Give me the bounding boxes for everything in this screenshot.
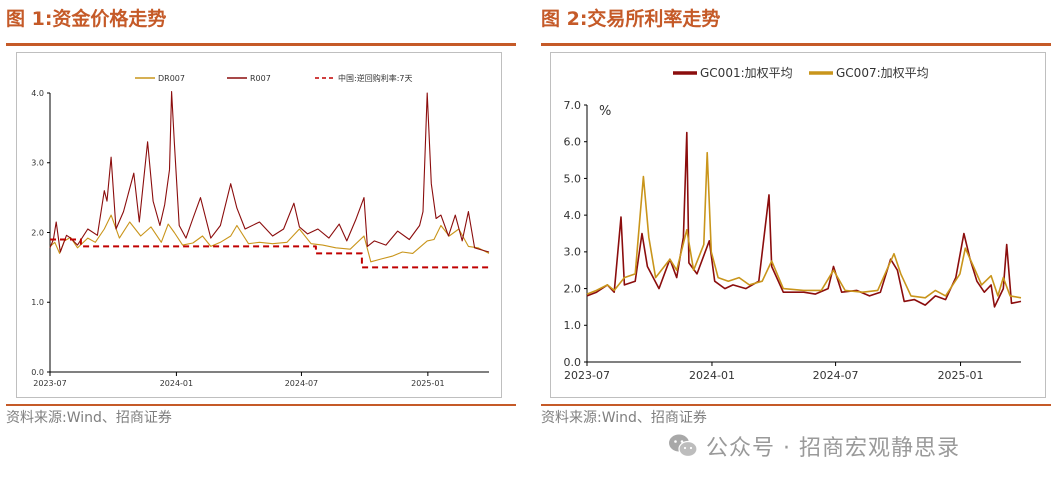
y-tick-label: 2.0 [564, 282, 582, 295]
y-tick-label: 5.0 [564, 172, 582, 185]
watermark-text: 公众号 · 招商宏观静思录 [706, 436, 960, 461]
figure-2-bottom-rule [541, 404, 1051, 406]
chart-1-svg: 0.0 1.0 2.0 3.0 4.0 2023-07 2024-01 2024-07 2025… [31, 73, 490, 388]
figure-1-bottom-rule [6, 404, 516, 406]
x-tick-label: 2024-01 [160, 379, 193, 388]
y-tick-label: 6.0 [564, 136, 582, 149]
legend-label-1: DR007 [158, 74, 185, 83]
series-line-3 [50, 238, 489, 269]
series-line-2 [586, 151, 1022, 299]
x-tick-label: 2025-01 [411, 379, 444, 388]
series-line-1 [49, 214, 490, 263]
y-tick-label: 7.0 [564, 99, 582, 112]
series-line-1 [586, 131, 1022, 308]
chart-2-svg: 0.0 1.0 2.0 3.0 4.0 5.0 6.0 7.0 2023-07 2024-01 20… [564, 66, 1022, 382]
figure-2-title: 图 2:交易所利率走势 [541, 8, 721, 30]
chart-1-frame: 0.0 1.0 2.0 3.0 4.0 2023-07 2024-01 2024-07 2025… [16, 52, 502, 398]
x-tick-label: 2025-01 [938, 369, 984, 382]
y-tick-label: 1.0 [31, 298, 44, 307]
y-tick-label: 0.0 [564, 356, 582, 369]
wechat-icon [669, 434, 698, 458]
figure-1-top-rule [6, 43, 516, 46]
figure-2-source: 资料来源:Wind、招商证券 [541, 410, 707, 426]
y-tick-label: 3.0 [31, 159, 44, 168]
figure-2-top-rule [541, 43, 1051, 46]
legend-label-2: R007 [250, 74, 271, 83]
x-tick-label: 2023-07 [564, 369, 610, 382]
figure-1-title: 图 1:资金价格走势 [6, 8, 167, 30]
y-tick-label: 4.0 [31, 89, 44, 98]
legend-label-2: GC007:加权平均 [836, 66, 929, 80]
figure-1-source: 资料来源:Wind、招商证券 [6, 410, 172, 426]
y-unit-label: % [599, 104, 611, 119]
x-tick-label: 2023-07 [33, 379, 66, 388]
y-tick-label: 1.0 [564, 319, 582, 332]
y-tick-label: 2.0 [31, 228, 44, 237]
x-tick-label: 2024-01 [689, 369, 735, 382]
y-tick-label: 0.0 [31, 368, 44, 377]
chart-2-frame: 0.0 1.0 2.0 3.0 4.0 5.0 6.0 7.0 2023-07 2024-01 20… [550, 52, 1046, 398]
legend-label-1: GC001:加权平均 [700, 66, 793, 80]
y-tick-label: 4.0 [564, 209, 582, 222]
x-tick-label: 2024-07 [813, 369, 859, 382]
y-tick-label: 3.0 [564, 246, 582, 259]
x-tick-label: 2024-07 [285, 379, 318, 388]
wechat-watermark: 公众号 · 招商宏观静思录 [668, 430, 960, 462]
legend-label-3: 中国:逆回购利率:7天 [338, 73, 412, 83]
series-line-2 [49, 91, 490, 253]
